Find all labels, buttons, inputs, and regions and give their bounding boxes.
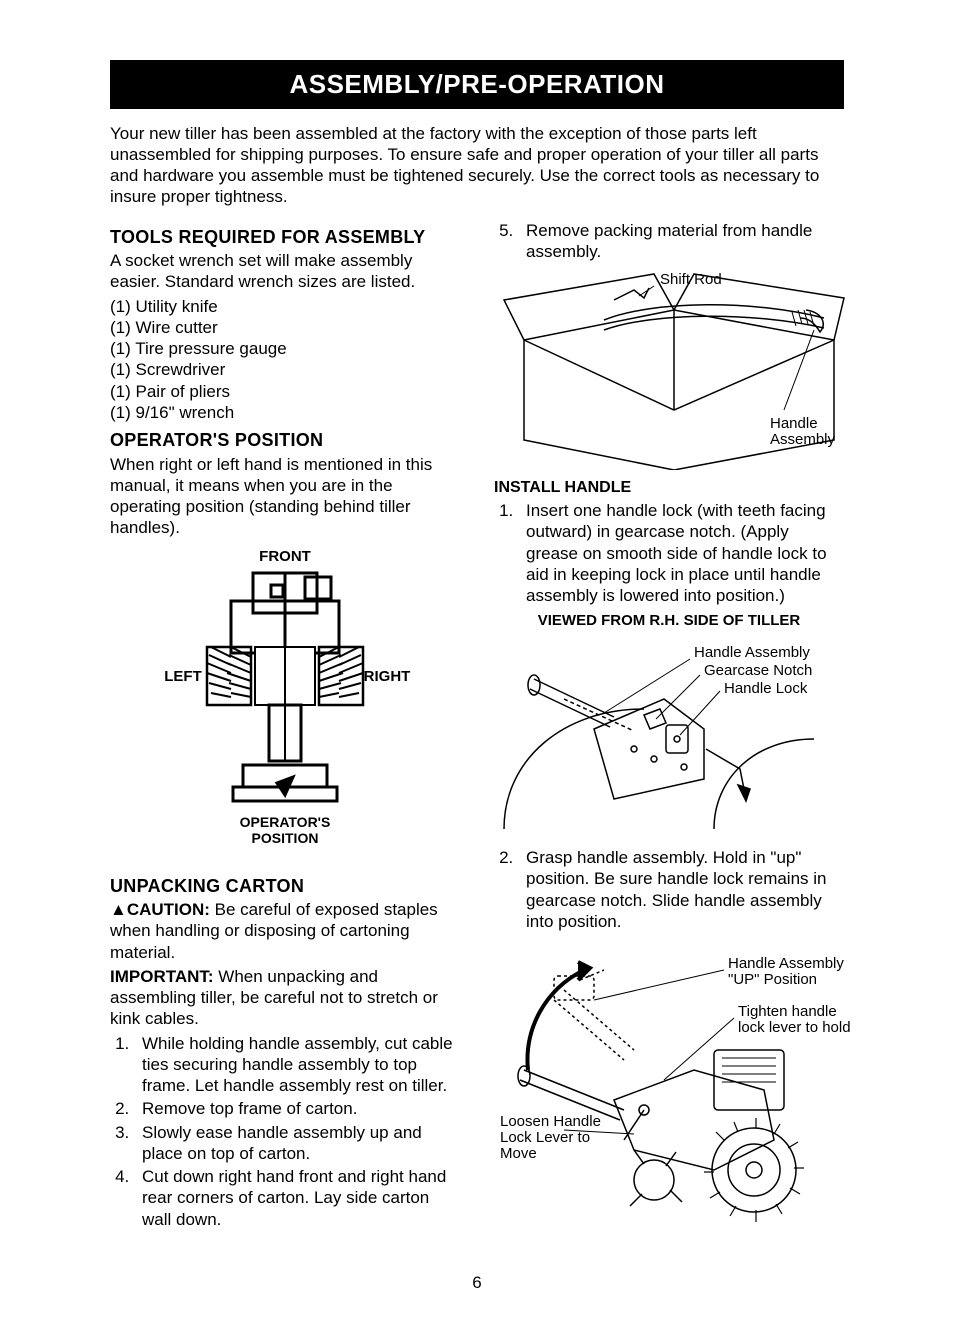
up-position-figure: Handle Assembly "UP" Position Tighten ha… [494, 940, 844, 1240]
gearcase-diagram: Handle Assembly Gearcase Notch Handle Lo… [494, 639, 854, 839]
label-tighten-2: lock lever to hold [738, 1019, 851, 1036]
tool-item: (1) Screwdriver [110, 359, 460, 380]
install-handle-heading: INSTALL HANDLE [494, 478, 844, 498]
label-right: RIGHT [364, 668, 411, 685]
unpacking-steps-cont: Remove packing material from handle asse… [494, 220, 844, 263]
label-loosen-3: Move [500, 1145, 537, 1162]
tools-heading: TOOLS REQUIRED FOR ASSEMBLY [110, 226, 460, 249]
gearcase-figure: Handle Assembly Gearcase Notch Handle Lo… [494, 639, 844, 839]
label-ha-up-2: "UP" Position [728, 971, 817, 988]
unpacking-steps: While holding handle assembly, cut cable… [110, 1033, 460, 1230]
operator-caption-1: OPERATOR'S [240, 814, 331, 830]
operator-position-figure: FRONT [110, 547, 460, 867]
label-front: FRONT [259, 548, 311, 565]
unpacking-step: Remove top frame of carton. [134, 1098, 460, 1119]
left-column: TOOLS REQUIRED FOR ASSEMBLY A socket wre… [110, 220, 460, 1249]
page-banner: ASSEMBLY/PRE-OPERATION [110, 60, 844, 109]
two-column-layout: TOOLS REQUIRED FOR ASSEMBLY A socket wre… [110, 220, 844, 1249]
warning-icon: ▲ [110, 900, 127, 919]
install-handle-step-1: Insert one handle lock (with teeth facin… [518, 500, 844, 606]
label-loosen-2: Lock Lever to [500, 1129, 590, 1146]
right-column: Remove packing material from handle asse… [494, 220, 844, 1249]
viewed-from-caption: VIEWED FROM R.H. SIDE OF TILLER [494, 612, 844, 631]
label-shift-rod: Shift Rod [660, 271, 722, 288]
tools-list: (1) Utility knife (1) Wire cutter (1) Ti… [110, 296, 460, 424]
caution-paragraph: ▲CAUTION: Be careful of exposed staples … [110, 899, 460, 963]
label-handle-assembly: Handle Assembly [694, 644, 810, 661]
label-left: LEFT [164, 668, 202, 685]
operator-caption-2: POSITION [252, 830, 319, 846]
unpacking-step: Slowly ease handle assembly up and place… [134, 1122, 460, 1165]
tool-item: (1) Wire cutter [110, 317, 460, 338]
label-loosen-1: Loosen Handle [500, 1113, 601, 1130]
caution-label: CAUTION: [127, 900, 210, 919]
label-handle-lock: Handle Lock [724, 680, 808, 697]
install-handle-step-2: Grasp handle assembly. Hold in "up" posi… [518, 847, 844, 932]
carton-diagram: Shift Rod Handle Assembly [494, 270, 854, 470]
label-handle-l2: Assembly [770, 431, 836, 448]
intro-paragraph: Your new tiller has been assembled at th… [110, 123, 844, 208]
unpacking-step: While holding handle assembly, cut cable… [134, 1033, 460, 1097]
important-paragraph: IMPORTANT: When unpacking and assembling… [110, 966, 460, 1030]
operator-position-diagram: FRONT [135, 547, 435, 867]
install-handle-steps-1: Insert one handle lock (with teeth facin… [494, 500, 844, 606]
unpacking-step: Cut down right hand front and right hand… [134, 1166, 460, 1230]
unpacking-heading: UNPACKING CARTON [110, 875, 460, 898]
install-handle-steps-2: Grasp handle assembly. Hold in "up" posi… [494, 847, 844, 932]
page-number: 6 [110, 1272, 844, 1293]
tool-item: (1) Pair of pliers [110, 381, 460, 402]
carton-figure: Shift Rod Handle Assembly [494, 270, 844, 470]
unpacking-step-5: Remove packing material from handle asse… [518, 220, 844, 263]
label-gearcase-notch: Gearcase Notch [704, 662, 812, 679]
tool-item: (1) 9/16" wrench [110, 402, 460, 423]
important-label: IMPORTANT: [110, 967, 214, 986]
tool-item: (1) Tire pressure gauge [110, 338, 460, 359]
label-handle-l1: Handle [770, 415, 818, 432]
tools-intro: A socket wrench set will make assembly e… [110, 250, 460, 293]
label-ha-up-1: Handle Assembly [728, 955, 844, 972]
label-tighten-1: Tighten handle [738, 1003, 837, 1020]
tool-item: (1) Utility knife [110, 296, 460, 317]
operator-position-text: When right or left hand is mentioned in … [110, 454, 460, 539]
operator-position-heading: OPERATOR'S POSITION [110, 429, 460, 452]
up-position-diagram: Handle Assembly "UP" Position Tighten ha… [494, 940, 854, 1240]
